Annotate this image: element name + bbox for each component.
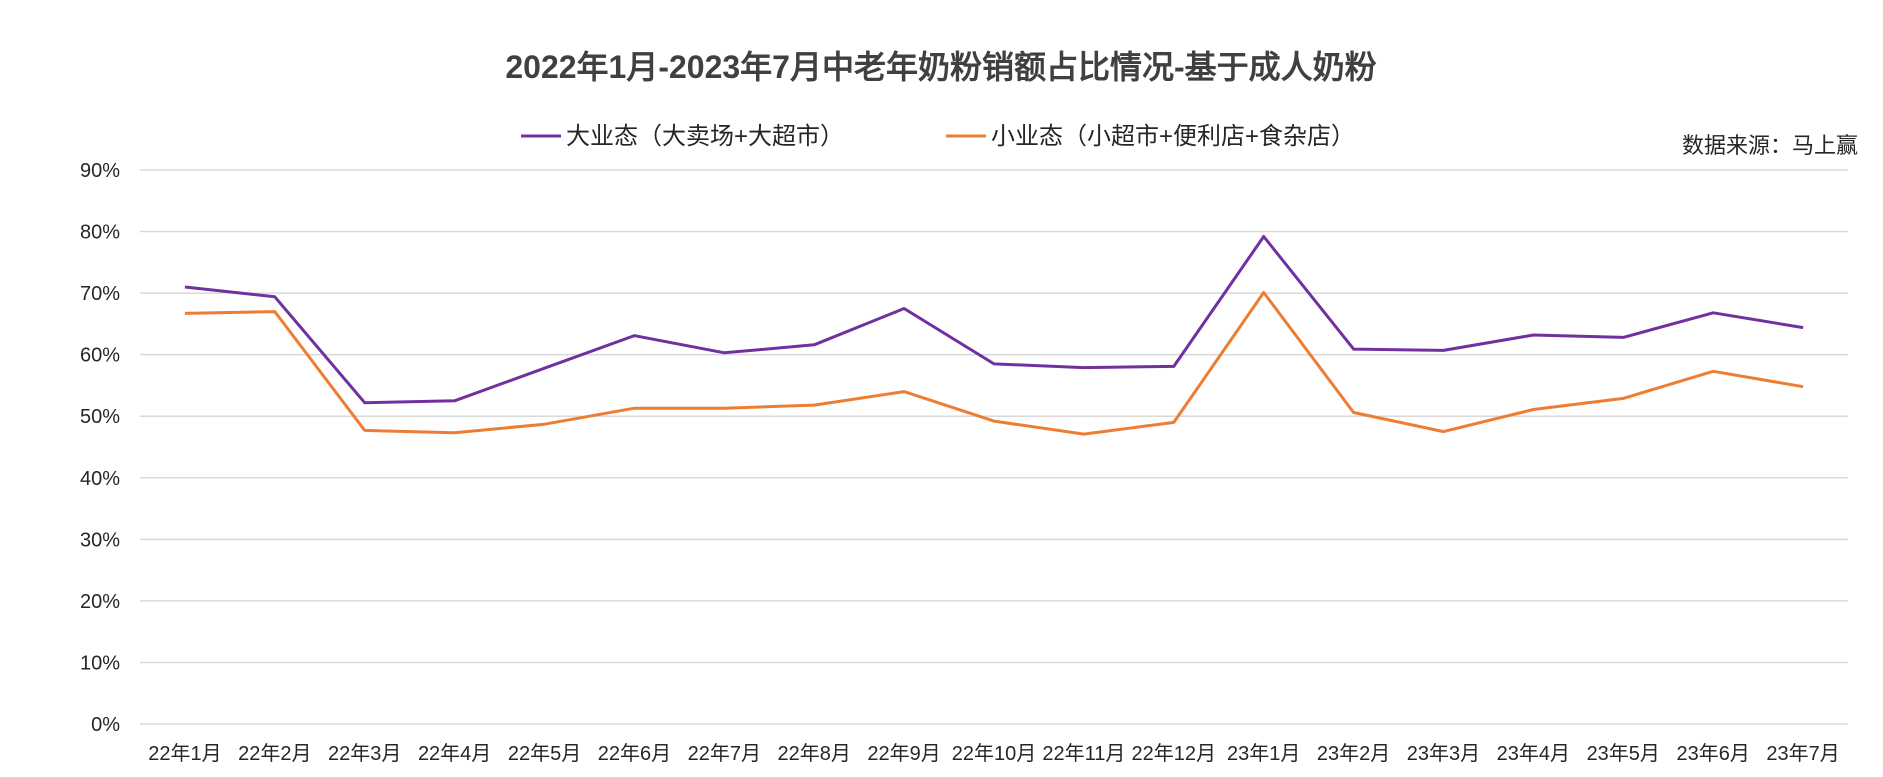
x-tick-label: 22年2月 (238, 742, 311, 765)
series-line-1 (184, 235, 1804, 405)
x-axis-tick-labels: 22年1月 22年2月 22年3月 22年4月 22年5月 22年6月 22年7月 22年8月… (148, 742, 1839, 765)
y-tick-label: 40% (80, 468, 120, 490)
x-tick-label: 22年11月 (1042, 742, 1125, 765)
y-tick-label: 90% (80, 160, 120, 182)
x-tick-label: 22年3月 (328, 742, 401, 765)
x-tick-label: 23年5月 (1587, 742, 1660, 765)
x-tick-label: 23年4月 (1497, 742, 1570, 765)
y-tick-label: 30% (80, 529, 120, 551)
y-tick-label: 20% (80, 591, 120, 613)
y-tick-label: 70% (80, 283, 120, 305)
x-tick-label: 23年1月 (1227, 742, 1300, 765)
series-lines (184, 235, 1804, 436)
x-tick-label: 23年3月 (1407, 742, 1480, 765)
legend-label-series-2: 小业态（小超市+便利店+食杂店） (991, 123, 1355, 150)
gridlines (140, 169, 1848, 725)
legend-label-series-1: 大业态（大卖场+大超市） (566, 123, 844, 150)
y-tick-label: 60% (80, 345, 120, 367)
y-tick-label: 10% (80, 652, 120, 674)
x-tick-label: 22年1月 (148, 742, 221, 765)
x-tick-label: 22年12月 (1132, 742, 1217, 765)
x-tick-label: 23年7月 (1766, 742, 1839, 765)
chart-title: 2022年1月-2023年7月中老年奶粉销额占比情况-基于成人奶粉 (505, 49, 1376, 85)
y-tick-label: 0% (91, 714, 120, 736)
x-tick-label: 23年6月 (1676, 742, 1749, 765)
x-tick-label: 22年6月 (598, 742, 671, 765)
series-line-2 (184, 291, 1804, 436)
y-tick-label: 80% (80, 222, 120, 244)
x-tick-label: 23年2月 (1317, 742, 1390, 765)
x-tick-label: 22年4月 (418, 742, 491, 765)
y-tick-label: 50% (80, 406, 120, 428)
x-tick-label: 22年8月 (778, 742, 851, 765)
y-axis-tick-labels: 0% 10% 20% 30% 40% 50% 60% 70% 80% 90% (80, 160, 120, 736)
x-tick-label: 22年7月 (688, 742, 761, 765)
legend: 大业态（大卖场+大超市） 小业态（小超市+便利店+食杂店） (521, 123, 1355, 150)
x-tick-label: 22年9月 (867, 742, 940, 765)
source-note: 数据来源：马上赢 (1682, 133, 1858, 158)
x-tick-label: 22年10月 (952, 742, 1037, 765)
x-tick-label: 22年5月 (508, 742, 581, 765)
